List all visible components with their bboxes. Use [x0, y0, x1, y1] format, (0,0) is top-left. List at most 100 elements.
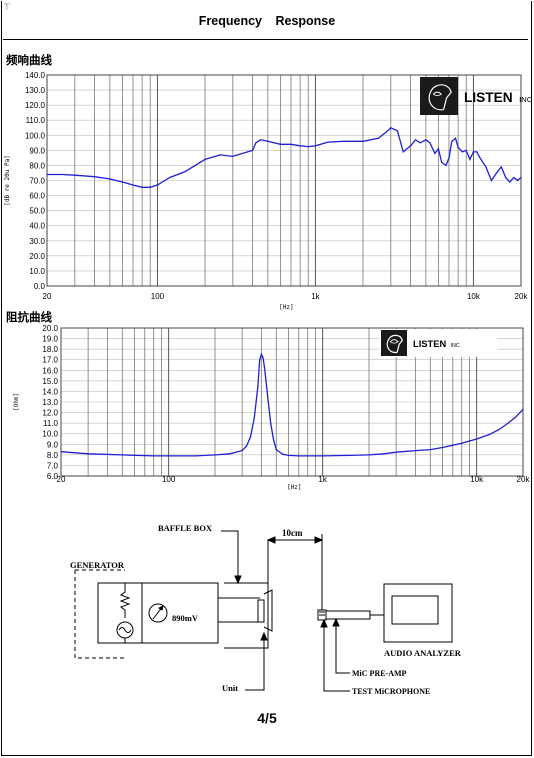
page-title: Frequency Response [198, 14, 336, 28]
ear-swirl-icon [432, 91, 442, 97]
data-point [377, 137, 379, 139]
data-point [272, 439, 275, 441]
unit-leader-line [245, 633, 265, 691]
audio-analyzer-label: AUDIO ANALYZER [384, 648, 462, 658]
y-tick-label: 30.0 [29, 237, 45, 246]
data-point [461, 442, 463, 444]
data-point [498, 428, 500, 431]
data-point [299, 145, 301, 147]
data-point [168, 455, 170, 457]
data-point [74, 174, 76, 176]
logo-suffix: INC [451, 343, 460, 349]
y-tick-label: 13.0 [42, 398, 58, 407]
x-tick-label: 10k [467, 292, 481, 301]
data-point [229, 453, 231, 455]
logo-text: LISTEN [413, 339, 446, 349]
baffle-box [224, 582, 269, 649]
data-point [472, 151, 475, 153]
data-point [290, 143, 292, 145]
voltmeter-icon [148, 603, 168, 623]
unit-label: Unit [222, 683, 238, 693]
y-tick-label: 90.0 [29, 146, 45, 155]
voltage-label: 890mV [172, 613, 199, 623]
y-tick-label: 140.0 [25, 71, 46, 80]
data-point [219, 154, 221, 156]
y-tick-label: 110.0 [26, 116, 46, 125]
data-point [314, 145, 317, 147]
data-point [46, 173, 48, 176]
x-tick-label: 20 [43, 292, 52, 301]
y-tick-label: 60.0 [29, 192, 45, 201]
response-curve [47, 127, 522, 188]
y-tick-label: 17.0 [42, 356, 58, 365]
data-point [409, 145, 412, 147]
data-point [251, 149, 254, 151]
head-silhouette-icon [386, 334, 403, 353]
data-point [232, 155, 234, 157]
analyzer-screen [391, 595, 439, 625]
data-point [195, 455, 197, 457]
data-point [451, 140, 453, 142]
x-tick-label: 20k [517, 475, 531, 484]
y-tick-label: 20.0 [42, 324, 58, 333]
data-point [214, 454, 216, 456]
ear-swirl-icon [389, 339, 399, 344]
data-point [132, 184, 134, 186]
x-tick-label: 1k [318, 475, 327, 484]
data-point [513, 176, 515, 179]
data-point [307, 455, 309, 457]
y-tick-label: 8.0 [47, 451, 59, 460]
data-point [264, 367, 266, 369]
test-microphone-label: TEST MiCROPHONE [352, 687, 430, 696]
data-point [429, 448, 431, 451]
y-tick-label: 40.0 [29, 222, 45, 231]
preamp-leader-line [335, 619, 350, 674]
data-point [267, 396, 269, 398]
y-tick-label: 6.0 [47, 472, 59, 481]
measurement-setup-diagram: GENERATOR 890mV BAFFLE BOX Unit 10cm AUDIO AN… [70, 523, 462, 696]
data-point [141, 186, 143, 188]
data-point [255, 142, 257, 144]
data-point [322, 455, 324, 457]
y-tick-label: 80.0 [29, 161, 45, 170]
data-point [259, 359, 261, 361]
data-point [307, 145, 309, 148]
data-point [402, 151, 404, 153]
needle-arrow-icon [158, 605, 164, 611]
data-point [441, 161, 443, 164]
data-point [262, 357, 264, 359]
data-point [149, 186, 151, 188]
data-point [520, 176, 522, 179]
x-tick-label: 10k [470, 475, 484, 484]
data-point [476, 438, 478, 440]
y-tick-label: 100.0 [25, 131, 46, 140]
impedance-chart-title: 阻抗曲线 [6, 310, 52, 324]
data-point [169, 176, 171, 179]
y-tick-label: 11.0 [43, 419, 59, 428]
logo-suffix: INC [519, 95, 533, 104]
response-curve [60, 352, 524, 457]
generator-box [97, 582, 219, 644]
unit-arrow-icon [260, 631, 268, 641]
data-point [429, 142, 431, 144]
title-divider [3, 39, 528, 40]
generator-label: GENERATOR [70, 560, 125, 570]
data-point [396, 130, 398, 132]
distance-label: 10cm [282, 528, 303, 538]
page-number: 4/5 [257, 710, 277, 726]
y-tick-label: 20.0 [29, 252, 45, 261]
dimension-arrow-right-icon [314, 536, 324, 544]
data-point [390, 127, 392, 129]
x-tick-label: 1k [311, 292, 320, 301]
head-silhouette-icon [428, 84, 452, 111]
listen-logo-2: LISTEN INC [381, 330, 460, 356]
y-axis-label: [dB re 20u Pa] [4, 155, 11, 206]
x-axis-label: [Hz] [287, 484, 301, 491]
data-point [257, 385, 259, 387]
data-point [395, 451, 397, 453]
y-tick-label: 14.0 [42, 387, 58, 396]
data-point [469, 158, 471, 160]
data-point [507, 422, 509, 424]
data-point [93, 176, 96, 178]
